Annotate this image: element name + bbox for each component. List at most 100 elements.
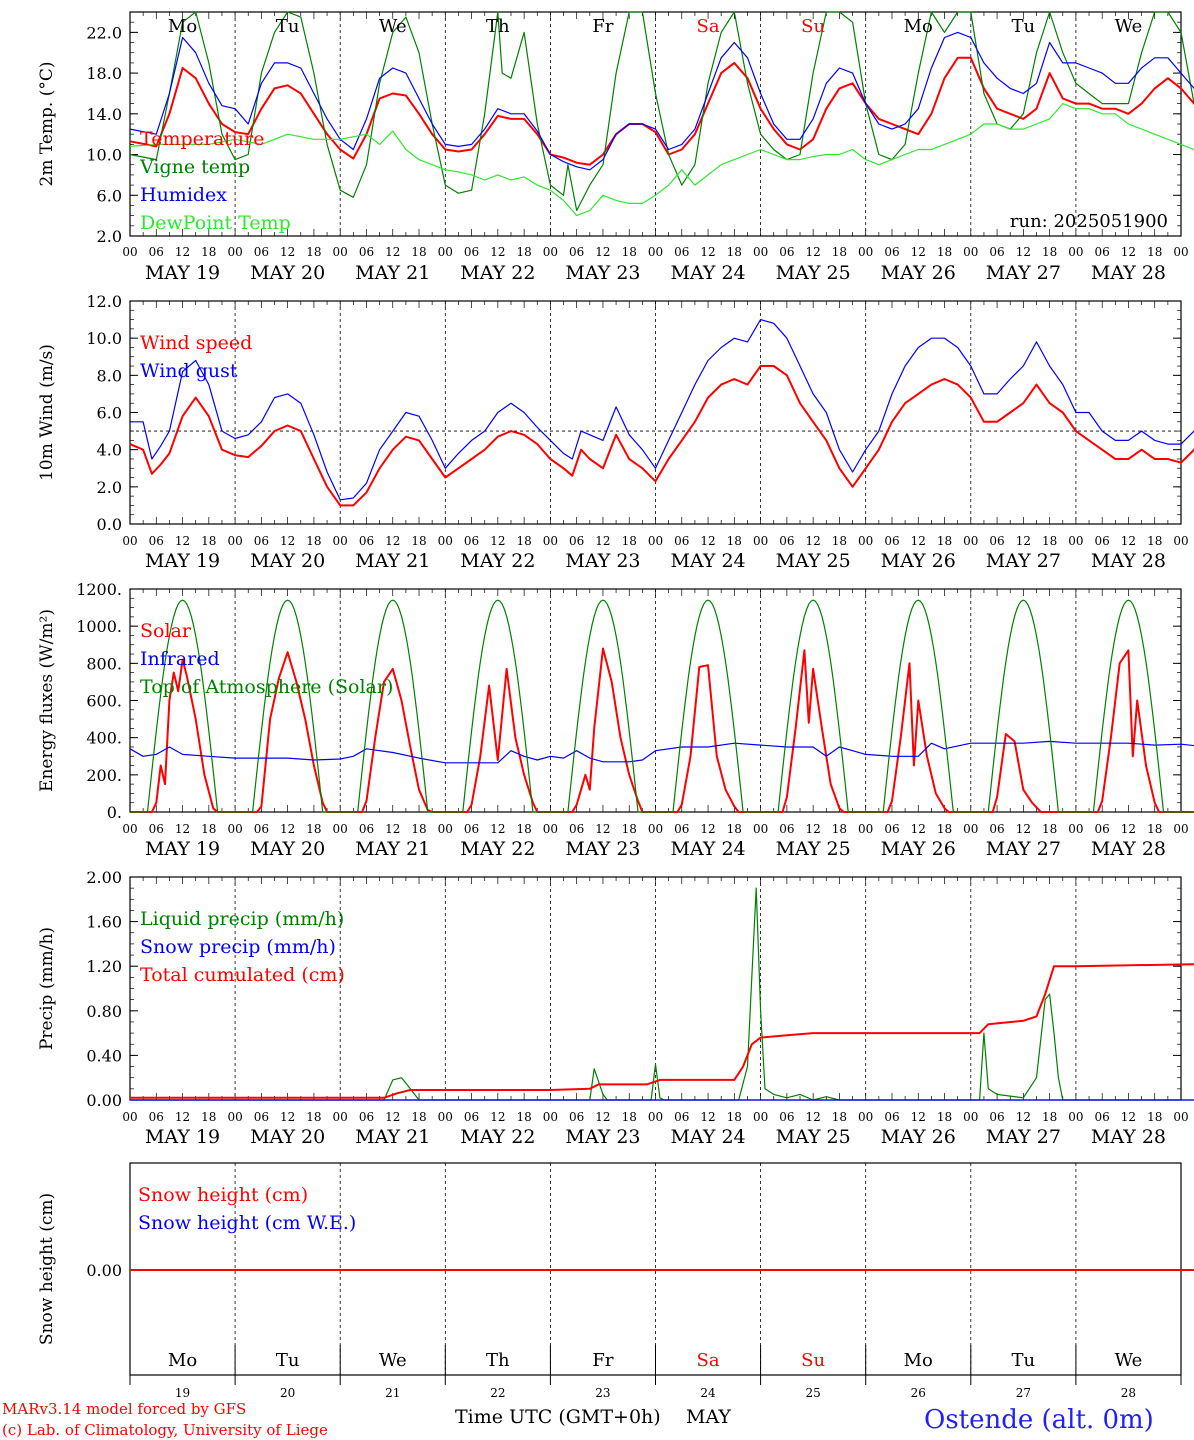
hour-tick-label: 18 [832, 534, 847, 548]
hour-tick-label: 18 [622, 1110, 637, 1124]
date-label: MAY 25 [776, 550, 851, 572]
hour-tick-label: 18 [411, 822, 426, 836]
hour-tick-label: 00 [753, 1110, 768, 1124]
hour-tick-label: 18 [1042, 822, 1057, 836]
y-axis-label: Energy fluxes (W/m²) [37, 609, 57, 792]
text-layer: 00 06 12 18 MAY 19 00 06 12 18 MAY 20 00 06 12 18 MAY … [37, 16, 1189, 1400]
hour-tick-label: 18 [622, 822, 637, 836]
hour-tick-label: 00 [543, 822, 558, 836]
date-label: MAY 26 [881, 550, 956, 572]
day-name: We [1115, 16, 1143, 37]
y-tick-label: 12.0 [86, 292, 122, 311]
y-tick-label: 2.0 [97, 478, 122, 497]
date-label: MAY 23 [565, 262, 640, 284]
date-label: MAY 24 [670, 262, 745, 284]
hour-tick-label: 00 [438, 822, 453, 836]
hour-tick-label: 12 [1016, 534, 1031, 548]
hour-tick-label: 06 [464, 245, 479, 259]
date-label: MAY 20 [250, 550, 325, 572]
hour-tick-label: 18 [622, 245, 637, 259]
hour-tick-label: 06 [989, 822, 1004, 836]
hour-tick-label: 18 [727, 534, 742, 548]
hour-tick-label: 00 [963, 822, 978, 836]
legend-entry: DewPoint Temp [140, 212, 291, 234]
hour-tick-label: 06 [464, 822, 479, 836]
grid-layer [129, 11, 1182, 1385]
hour-tick-label: 18 [201, 1110, 216, 1124]
hour-tick-label: 06 [359, 1110, 374, 1124]
hour-tick-label: 12 [595, 245, 610, 259]
hour-tick-label: 00 [438, 245, 453, 259]
hour-tick-label: 18 [1147, 245, 1162, 259]
date-label: MAY 19 [145, 550, 220, 572]
hour-tick-label: 00 [1068, 822, 1083, 836]
hour-tick-label: 06 [254, 822, 269, 836]
hour-tick-label: 06 [674, 1110, 689, 1124]
hour-tick-label: 06 [884, 534, 899, 548]
hour-tick-label: 18 [411, 1110, 426, 1124]
hour-tick-label: 12 [595, 534, 610, 548]
y-tick-label: 0.00 [86, 1261, 122, 1280]
y-axis-label: Precip (mm/h) [37, 927, 57, 1050]
day-name: Sa [697, 1350, 720, 1371]
hour-tick-label: 00 [438, 534, 453, 548]
day-name: Tu [276, 1350, 300, 1371]
date-label: MAY 28 [1091, 262, 1166, 284]
day-name: Mo [168, 16, 197, 37]
hour-tick-label: 00 [122, 1110, 137, 1124]
hour-tick-label: 00 [648, 822, 663, 836]
hour-tick-label: 12 [700, 1110, 715, 1124]
hour-tick-label: 18 [516, 245, 531, 259]
series-line-wind-speed [129, 365, 1194, 507]
hour-tick-label: 00 [1173, 822, 1188, 836]
date-label: MAY 25 [776, 1126, 851, 1148]
hour-tick-label: 18 [1042, 245, 1057, 259]
day-number: 28 [1121, 1386, 1136, 1400]
hour-tick-label: 12 [700, 822, 715, 836]
day-name: Mo [904, 1350, 933, 1371]
hour-tick-label: 06 [149, 822, 164, 836]
hour-tick-label: 18 [727, 822, 742, 836]
day-number: 24 [700, 1386, 716, 1400]
date-label: MAY 22 [460, 1126, 535, 1148]
day-number: 27 [1016, 1386, 1031, 1400]
day-name: Fr [592, 16, 613, 37]
hour-tick-label: 06 [464, 1110, 479, 1124]
hour-tick-label: 12 [806, 822, 821, 836]
day-name: Fr [592, 1350, 613, 1371]
hour-tick-label: 00 [753, 245, 768, 259]
hour-tick-label: 06 [779, 534, 794, 548]
y-tick-label: 2.00 [86, 868, 122, 887]
y-tick-label: 0. [107, 803, 122, 822]
y-tick-label: 0.40 [86, 1046, 122, 1065]
hour-tick-label: 12 [911, 1110, 926, 1124]
hour-tick-label: 06 [884, 245, 899, 259]
hour-tick-label: 12 [280, 245, 295, 259]
hour-tick-label: 12 [385, 245, 400, 259]
hour-tick-label: 12 [490, 822, 505, 836]
hour-tick-label: 06 [359, 822, 374, 836]
y-tick-label: 0.00 [86, 1091, 122, 1110]
date-label: MAY 24 [670, 550, 745, 572]
hour-tick-label: 00 [333, 822, 348, 836]
date-label: MAY 22 [460, 550, 535, 572]
hour-tick-label: 00 [227, 1110, 242, 1124]
legend-entry: Humidex [140, 184, 227, 206]
hour-tick-label: 00 [648, 1110, 663, 1124]
date-label: MAY 20 [250, 1126, 325, 1148]
y-tick-label: 10.0 [86, 329, 122, 348]
hour-tick-label: 00 [227, 822, 242, 836]
hour-tick-label: 06 [359, 534, 374, 548]
hour-tick-label: 12 [595, 1110, 610, 1124]
day-number: 22 [490, 1386, 505, 1400]
hour-tick-label: 12 [1121, 1110, 1136, 1124]
hour-tick-label: 00 [1068, 534, 1083, 548]
date-label: MAY 22 [460, 262, 535, 284]
hour-tick-label: 00 [753, 822, 768, 836]
date-label: MAY 20 [250, 838, 325, 860]
hour-tick-label: 06 [884, 822, 899, 836]
y-tick-label: 1.20 [86, 957, 122, 976]
hour-tick-label: 06 [779, 1110, 794, 1124]
hour-tick-label: 06 [1095, 822, 1110, 836]
day-name: We [379, 1350, 407, 1371]
